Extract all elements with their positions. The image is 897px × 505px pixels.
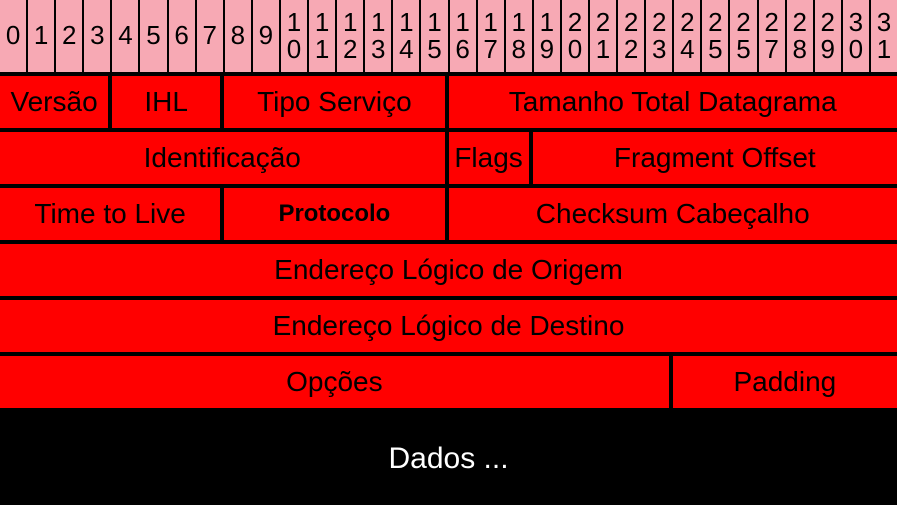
field-cell: Flags — [449, 132, 533, 184]
bit-index-cell: 3 0 — [843, 0, 871, 72]
bit-index-cell: 1 0 — [281, 0, 309, 72]
bit-index-cell: 5 — [140, 0, 168, 72]
field-cell: Tipo Serviço — [224, 76, 448, 128]
bit-index-cell: 6 — [169, 0, 197, 72]
bit-index-cell: 2 5 — [702, 0, 730, 72]
field-cell: Endereço Lógico de Origem — [0, 244, 897, 296]
bit-index-cell: 2 2 — [618, 0, 646, 72]
bit-index-cell: 1 7 — [478, 0, 506, 72]
bit-index-cell: 2 3 — [646, 0, 674, 72]
data-row-label: Dados ... — [388, 442, 508, 476]
field-cell: Fragment Offset — [533, 132, 897, 184]
bit-index-cell: 2 1 — [590, 0, 618, 72]
bit-index-cell: 2 8 — [787, 0, 815, 72]
bit-index-cell: 1 2 — [337, 0, 365, 72]
bit-index-cell: 1 — [28, 0, 56, 72]
bit-index-row: 01234567891 01 11 21 31 41 51 61 71 81 9… — [0, 0, 897, 72]
bit-index-cell: 1 3 — [365, 0, 393, 72]
field-row: VersãoIHLTipo ServiçoTamanho Total Datag… — [0, 72, 897, 128]
field-cell: Padding — [673, 356, 897, 408]
ip-header-diagram: 01234567891 01 11 21 31 41 51 61 71 81 9… — [0, 0, 897, 505]
field-cell: Time to Live — [0, 188, 224, 240]
field-cell: Opções — [0, 356, 673, 408]
field-row: Time to LiveProtocoloChecksum Cabeçalho — [0, 184, 897, 240]
bit-index-cell: 2 — [56, 0, 84, 72]
field-cell: Endereço Lógico de Destino — [0, 300, 897, 352]
data-row: Dados ... — [0, 408, 897, 505]
field-row: Endereço Lógico de Destino — [0, 296, 897, 352]
bit-index-cell: 3 — [84, 0, 112, 72]
bit-index-cell: 1 8 — [506, 0, 534, 72]
bit-index-cell: 8 — [225, 0, 253, 72]
bit-index-cell: 1 1 — [309, 0, 337, 72]
bit-index-cell: 9 — [253, 0, 281, 72]
field-row: IdentificaçãoFlagsFragment Offset — [0, 128, 897, 184]
field-cell: Checksum Cabeçalho — [449, 188, 897, 240]
bit-index-cell: 2 9 — [815, 0, 843, 72]
field-rows: VersãoIHLTipo ServiçoTamanho Total Datag… — [0, 72, 897, 408]
bit-index-cell: 3 1 — [871, 0, 897, 72]
field-cell: Protocolo — [224, 188, 448, 240]
bit-index-cell: 2 0 — [562, 0, 590, 72]
field-cell: IHL — [112, 76, 224, 128]
bit-index-cell: 1 5 — [421, 0, 449, 72]
field-row: Endereço Lógico de Origem — [0, 240, 897, 296]
bit-index-cell: 1 9 — [534, 0, 562, 72]
field-cell: Versão — [0, 76, 112, 128]
bit-index-cell: 2 4 — [674, 0, 702, 72]
bit-index-cell: 0 — [0, 0, 28, 72]
bit-index-cell: 7 — [197, 0, 225, 72]
bit-index-cell: 1 4 — [393, 0, 421, 72]
field-cell: Tamanho Total Datagrama — [449, 76, 897, 128]
field-cell: Identificação — [0, 132, 449, 184]
bit-index-cell: 2 7 — [759, 0, 787, 72]
bit-index-cell: 2 5 — [730, 0, 758, 72]
bit-index-cell: 1 6 — [450, 0, 478, 72]
bit-index-cell: 4 — [112, 0, 140, 72]
field-row: OpçõesPadding — [0, 352, 897, 408]
